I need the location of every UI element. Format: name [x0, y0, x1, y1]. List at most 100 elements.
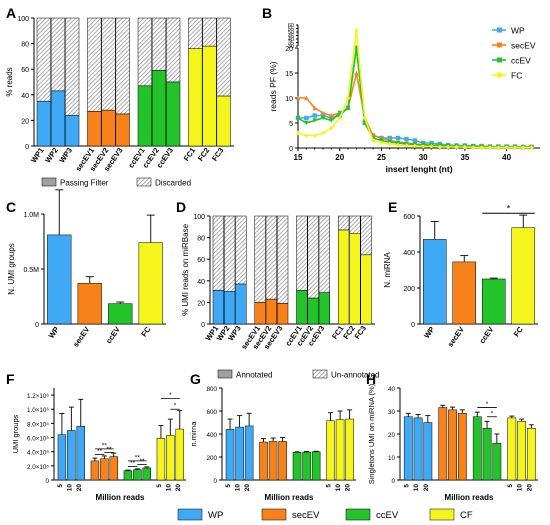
panel-b-y-tick-label: 10 [285, 96, 293, 103]
panel-b-point-wp [329, 115, 334, 121]
panel-d-legend-swatch [217, 369, 233, 379]
panel-g-bar [326, 420, 335, 481]
panel-h-bar [438, 407, 448, 481]
panel-g-bar [292, 452, 302, 481]
panel-d-bar-lower [307, 297, 319, 325]
panel-h-bar [482, 428, 492, 481]
panel-b-point-wp [312, 113, 317, 118]
panel-b-point-secev [329, 113, 334, 118]
panel-h-y-label: Singletons UMI on miRNA (%) [367, 383, 376, 484]
panel-f-y-tick-label: 8.0×10⁵ [27, 421, 49, 428]
panel-a-bar-upper [115, 17, 130, 115]
panel-c-y-tick-label: 0.5M [23, 267, 39, 274]
panel-b-point-wp [304, 115, 309, 121]
panel-h-x-tick-label: 10 [517, 484, 524, 492]
panel-label-c: C [6, 199, 16, 215]
panel-g-y-tick-label: 200 [206, 455, 217, 462]
panel-a-legend-swatch [41, 177, 57, 187]
panel-a-x-tick-label: FC3 [210, 146, 226, 163]
panel-b-point-fc [487, 145, 493, 150]
panel-a-bar-lower [87, 111, 102, 147]
panel-a-y-tick-label: 80 [21, 42, 29, 49]
panel-a-bar-upper [36, 17, 51, 102]
panel-f-y-tick-label: 0 [45, 478, 49, 485]
panel-d-y-tick-label: 40 [197, 279, 205, 286]
panel-b-point-fc [370, 138, 376, 143]
panel-b-point-wp [337, 113, 342, 118]
panel-a-bar-upper [50, 17, 66, 92]
panel-d-bar-upper [212, 215, 224, 291]
panel-b-point-fc [496, 145, 501, 150]
bottom-legend: WP secEV ccEV CF [177, 508, 473, 521]
panel-d-bar-upper [254, 215, 266, 303]
panel-h-bar [448, 409, 457, 481]
panel-g-y-tick-label: 600 [206, 409, 217, 416]
panel-b-point-ccev [312, 118, 317, 123]
panel-a-bar-lower [65, 115, 80, 147]
panel-c-x-tick-label: secEV [71, 325, 91, 349]
panel-b-point-fc [329, 125, 334, 131]
panel-b-x-tick-label: 15 [294, 153, 303, 162]
panel-b-point-secev [295, 95, 301, 101]
panel-e-y-tick-label: 600 [403, 214, 415, 221]
panel-d-legend-swatch [312, 369, 328, 379]
panel-d-bar-lower [235, 283, 247, 325]
panel-label-h: H [366, 371, 376, 387]
panel-label-a: A [6, 5, 16, 21]
panel-b-point-fc [387, 141, 392, 147]
panel-c-y-tick-label: 1.0M [23, 212, 39, 219]
panel-d-bar-upper [277, 215, 289, 304]
panel-h-x-tick-label: 20 [423, 484, 430, 492]
bottom-legend-swatch [261, 508, 287, 521]
panel-b-point-fc [512, 145, 518, 150]
panel-b-x-tick-label: 35 [460, 153, 469, 162]
panel-b-point-fc [429, 144, 434, 149]
panel-b-point-ccev [345, 105, 351, 111]
panel-a-bar-lower [137, 85, 152, 147]
panel-b-point-fc [345, 95, 351, 101]
panel-d-bar-lower [349, 233, 361, 325]
bottom-legend-label: WP [208, 510, 223, 521]
panel-a-bar-lower [166, 81, 181, 147]
panel-d-bar-lower [338, 229, 350, 325]
panel-a-bar-upper [202, 17, 217, 47]
panel-g-x-tick-label: 10 [235, 484, 242, 492]
panel-d-bar-upper [349, 215, 361, 234]
panel-b-y-tick-label: 35 [288, 41, 294, 47]
panel-g-y-label: n.mirna [189, 421, 198, 447]
panel-b-point-wp [387, 135, 392, 141]
panel-h-y-tick-label: 40 [388, 386, 396, 393]
panel-d-bar-upper [224, 215, 236, 292]
panel-b-legend-label: secEV [511, 41, 536, 51]
panel-b-point-fc [479, 145, 484, 150]
panel-b-point-fc [462, 144, 468, 150]
panel-a-bar-lower [151, 70, 167, 147]
panel-f-bar [133, 469, 142, 481]
panel-b-x-label: insert lenght (nt) [385, 164, 452, 174]
bottom-legend-swatch [177, 508, 203, 521]
panel-b-point-fc [304, 133, 309, 138]
panel-h-bar [526, 428, 536, 481]
panel-a-bar-upper [65, 17, 80, 116]
panel-h-bar [472, 416, 482, 481]
bottom-legend-label: secEV [292, 510, 320, 521]
panel-b-point-wp [320, 113, 326, 118]
panel-f-x-tick-label: 10 [66, 484, 73, 492]
panel-g-y-tick-label: 800 [206, 386, 217, 393]
panel-c-y-tick-label: 0 [35, 322, 39, 329]
panel-f-bar [123, 470, 133, 481]
panel-b-point-fc [437, 144, 443, 150]
panel-e-x-tick-label: secEV [446, 325, 466, 349]
panel-b-point-fc [295, 130, 301, 136]
panel-b-legend-label: FC [511, 71, 522, 81]
panel-b-y-tick-label: 15 [285, 71, 293, 78]
panel-b-point-fc [412, 143, 418, 149]
panel-a-y-tick-label: 40 [21, 93, 29, 100]
panel-d-bar-lower [212, 290, 224, 325]
panel-a-x-tick-label: WP3 [57, 146, 74, 164]
panel-d-bar-lower [360, 254, 372, 325]
